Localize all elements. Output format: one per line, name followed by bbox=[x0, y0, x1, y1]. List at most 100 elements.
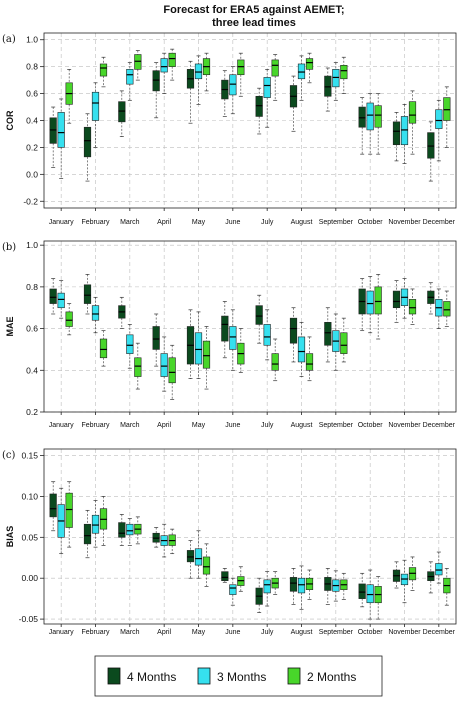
legend-swatch-4-months bbox=[107, 667, 121, 685]
y-tick-label: 0.8 bbox=[26, 282, 38, 292]
y-tick-label: 1.0 bbox=[26, 35, 38, 45]
y-tick-label: 0.00 bbox=[21, 573, 38, 583]
box-cor-3-months-january bbox=[57, 112, 65, 148]
box-mae-2-months-january bbox=[65, 311, 73, 327]
x-tick-label-july: July bbox=[261, 422, 274, 429]
box-cor-4-months-april bbox=[152, 70, 160, 92]
x-tick-label-june: June bbox=[225, 629, 240, 636]
x-tick-label-may: May bbox=[192, 219, 206, 226]
x-tick-label-november: November bbox=[388, 219, 421, 226]
box-cor-2-months-november bbox=[408, 101, 417, 124]
box-mae-3-months-february bbox=[91, 305, 100, 321]
plot-frame-cor bbox=[43, 32, 457, 209]
box-mae-2-months-september bbox=[340, 332, 348, 354]
x-tick-label-september: September bbox=[319, 629, 354, 636]
x-tick-label-october: October bbox=[358, 219, 384, 226]
box-bias-3-months-june bbox=[229, 584, 237, 595]
y-axis-label: COR bbox=[5, 110, 15, 131]
y-tick-label: -0.2 bbox=[23, 196, 38, 206]
plot-frame-bias bbox=[43, 448, 457, 625]
panel-cor: -0.2 0.0 0.2 0.4 0.6 0.8 1.0 January February Mar… bbox=[2, 32, 457, 226]
box-cor-4-months-october bbox=[358, 106, 366, 128]
box-mae-3-months-june bbox=[229, 326, 237, 350]
figure-title-line-2: three lead times bbox=[212, 17, 296, 29]
box-cor-3-months-september bbox=[332, 69, 340, 88]
legend-swatch-3-months bbox=[197, 667, 211, 685]
box-bias-3-months-october bbox=[366, 584, 374, 604]
box-mae-3-months-march bbox=[126, 334, 134, 354]
box-mae-3-months-october bbox=[366, 290, 374, 315]
box-mae-3-months-july bbox=[263, 324, 271, 346]
y-tick-label: 0.2 bbox=[26, 142, 38, 152]
box-mae-3-months-august bbox=[297, 336, 306, 363]
x-tick-label-october: October bbox=[358, 629, 384, 636]
box-bias-4-months-august bbox=[289, 577, 298, 592]
legend-label-2-months: 2 Months bbox=[307, 670, 356, 684]
box-cor-2-months-october bbox=[374, 105, 382, 128]
y-axis-label: BIAS bbox=[5, 526, 15, 548]
box-bias-4-months-february bbox=[83, 523, 92, 545]
y-tick-label: 0.6 bbox=[26, 324, 38, 334]
plot-frame-mae bbox=[43, 240, 457, 413]
box-bias-4-months-may bbox=[186, 550, 195, 563]
x-tick-label-august: August bbox=[291, 629, 313, 636]
x-tick-label-september: September bbox=[319, 219, 354, 226]
panel-label: (b) bbox=[2, 242, 16, 253]
panel-label: (a) bbox=[2, 34, 16, 45]
box-mae-4-months-april bbox=[152, 326, 160, 350]
box-cor-3-months-april bbox=[160, 58, 168, 73]
box-cor-3-months-december bbox=[435, 109, 443, 129]
box-bias-2-months-may bbox=[202, 556, 211, 575]
box-mae-2-months-december bbox=[443, 301, 451, 317]
box-mae-2-months-november bbox=[408, 299, 417, 315]
legend-label-3-months: 3 Months bbox=[217, 670, 266, 684]
y-tick-label: 0.0 bbox=[26, 169, 38, 179]
y-tick-label: 0.8 bbox=[26, 62, 38, 72]
x-tick-label-december: December bbox=[423, 422, 456, 429]
figure-title-line-1: Forecast for ERA5 against AEMET; bbox=[163, 4, 344, 16]
box-cor-2-months-june bbox=[237, 59, 245, 76]
y-tick-label: 0.6 bbox=[26, 89, 38, 99]
box-cor-3-months-march bbox=[126, 69, 134, 85]
box-mae-2-months-march bbox=[134, 357, 142, 377]
box-cor-3-months-february bbox=[91, 91, 100, 121]
box-bias-3-months-july bbox=[263, 579, 271, 594]
x-tick-label-january: January bbox=[49, 422, 74, 429]
panel-bias: -0.05 0.00 0.05 0.10 0.15 January February Marc… bbox=[2, 448, 457, 636]
box-bias-4-months-january bbox=[49, 493, 57, 518]
box-mae-4-months-july bbox=[255, 305, 263, 325]
box-mae-2-months-july bbox=[271, 353, 279, 371]
box-mae-2-months-august bbox=[305, 353, 314, 371]
box-cor-4-months-january bbox=[49, 117, 57, 144]
x-tick-label-september: September bbox=[319, 422, 354, 429]
box-mae-4-months-september bbox=[324, 322, 332, 346]
panel-label: (c) bbox=[2, 450, 16, 461]
legend-frame bbox=[94, 655, 383, 697]
box-cor-2-months-august bbox=[305, 58, 314, 70]
x-tick-label-april: April bbox=[157, 629, 171, 636]
box-bias-3-months-may bbox=[194, 548, 203, 566]
panel-mae: 0.2 0.4 0.6 0.8 1.0 January February March April… bbox=[2, 240, 457, 429]
x-tick-label-may: May bbox=[192, 629, 206, 636]
x-tick-label-august: August bbox=[291, 422, 313, 429]
y-tick-label: 0.05 bbox=[21, 532, 38, 542]
box-mae-4-months-june bbox=[221, 315, 229, 342]
x-tick-label-march: March bbox=[120, 629, 140, 636]
legend-label-4-months: 4 Months bbox=[127, 670, 176, 684]
y-tick-label: -0.05 bbox=[19, 614, 39, 624]
box-cor-2-months-april bbox=[168, 52, 176, 67]
box-mae-2-months-april bbox=[168, 357, 176, 384]
box-mae-2-months-february bbox=[99, 338, 108, 359]
x-tick-label-november: November bbox=[388, 422, 421, 429]
box-mae-4-months-january bbox=[49, 288, 57, 304]
box-cor-2-months-july bbox=[271, 59, 279, 77]
box-cor-4-months-december bbox=[427, 132, 435, 159]
box-cor-2-months-march bbox=[134, 54, 142, 70]
box-bias-3-months-february bbox=[91, 514, 100, 534]
x-tick-label-january: January bbox=[49, 219, 74, 226]
box-mae-4-months-august bbox=[289, 317, 298, 344]
y-tick-label: 0.2 bbox=[26, 407, 38, 417]
x-tick-label-april: April bbox=[157, 219, 171, 226]
box-mae-3-months-may bbox=[194, 332, 203, 365]
